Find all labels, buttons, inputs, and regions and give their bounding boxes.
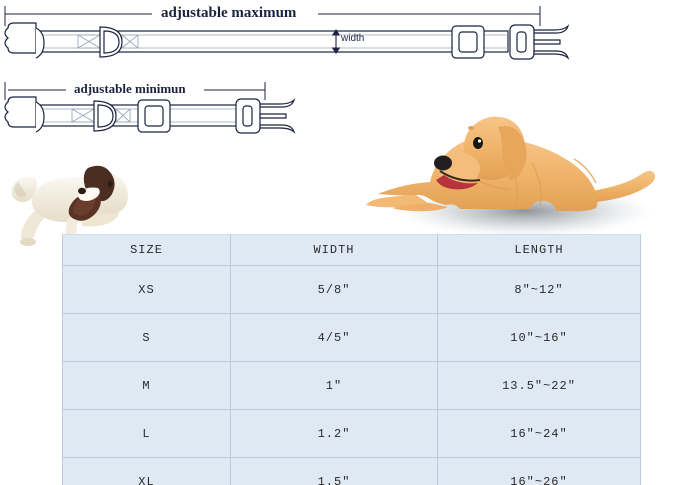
cell-length: 8"~12" <box>437 265 641 314</box>
size-chart-table: SIZE WIDTH LENGTH XS 5/8" 8"~12" S 4/5" … <box>62 234 641 485</box>
buckle <box>235 97 296 135</box>
cell-width: 1" <box>230 361 438 410</box>
slider-adjuster <box>137 99 171 133</box>
d-ring <box>99 26 123 58</box>
fur-contours <box>479 158 597 206</box>
adjustable-minimun-dimension <box>4 82 266 100</box>
table-row: S 4/5" 10"~16" <box>62 313 641 362</box>
cell-width: 1.5" <box>230 457 438 485</box>
cell-length: 13.5"~22" <box>437 361 641 410</box>
cell-length: 16"~26" <box>437 457 641 485</box>
front-paw-2 <box>392 203 448 212</box>
cell-size: XL <box>62 457 231 485</box>
stitch-panel <box>71 108 131 123</box>
front-paw <box>366 195 428 208</box>
mouth-line <box>439 170 481 182</box>
eye <box>107 180 113 188</box>
brow <box>468 126 474 130</box>
cell-width: 5/8" <box>230 265 438 314</box>
hind-leg <box>21 210 44 243</box>
header-width: WIDTH <box>230 234 438 266</box>
table-row: L 1.2" 16"~24" <box>62 409 641 458</box>
collar-minimun <box>4 96 296 135</box>
header-length: LENGTH <box>437 234 641 266</box>
eye <box>473 137 483 149</box>
cell-length: 16"~24" <box>437 409 641 458</box>
d-ring <box>93 100 117 132</box>
tail <box>592 170 656 202</box>
adjustable-maximum-label: adjustable maximum <box>155 5 303 22</box>
collar-maximum <box>4 22 570 61</box>
small-white-dog-illustration <box>11 165 128 250</box>
cell-size: XS <box>62 265 231 314</box>
tongue <box>436 175 478 190</box>
table-row: XS 5/8" 8"~12" <box>62 265 641 314</box>
nose <box>78 187 86 195</box>
eye-highlight <box>477 139 482 143</box>
paw-2 <box>20 238 36 246</box>
nose <box>434 155 452 171</box>
ear <box>498 126 527 181</box>
cell-size: L <box>62 409 231 458</box>
cell-size: M <box>62 361 231 410</box>
cell-length: 10"~16" <box>437 313 641 362</box>
header-size: SIZE <box>62 234 231 266</box>
table-row: XL 1.5" 16"~26" <box>62 457 641 485</box>
table-row: M 1" 13.5"~22" <box>62 361 641 410</box>
width-label: width <box>341 33 365 44</box>
table-header-row: SIZE WIDTH LENGTH <box>62 234 641 266</box>
cell-size: S <box>62 313 231 362</box>
cell-width: 1.2" <box>230 409 438 458</box>
adjustable-minimun-label: adjustable minimun <box>68 81 192 97</box>
collar-diagrams <box>4 6 570 135</box>
golden-retriever-illustration <box>366 116 656 237</box>
buckle <box>509 23 570 61</box>
slider-adjuster <box>451 25 485 59</box>
width-dimension-arrow <box>331 28 341 55</box>
cell-width: 4/5" <box>230 313 438 362</box>
adjustable-maximum-dimension <box>4 6 541 26</box>
